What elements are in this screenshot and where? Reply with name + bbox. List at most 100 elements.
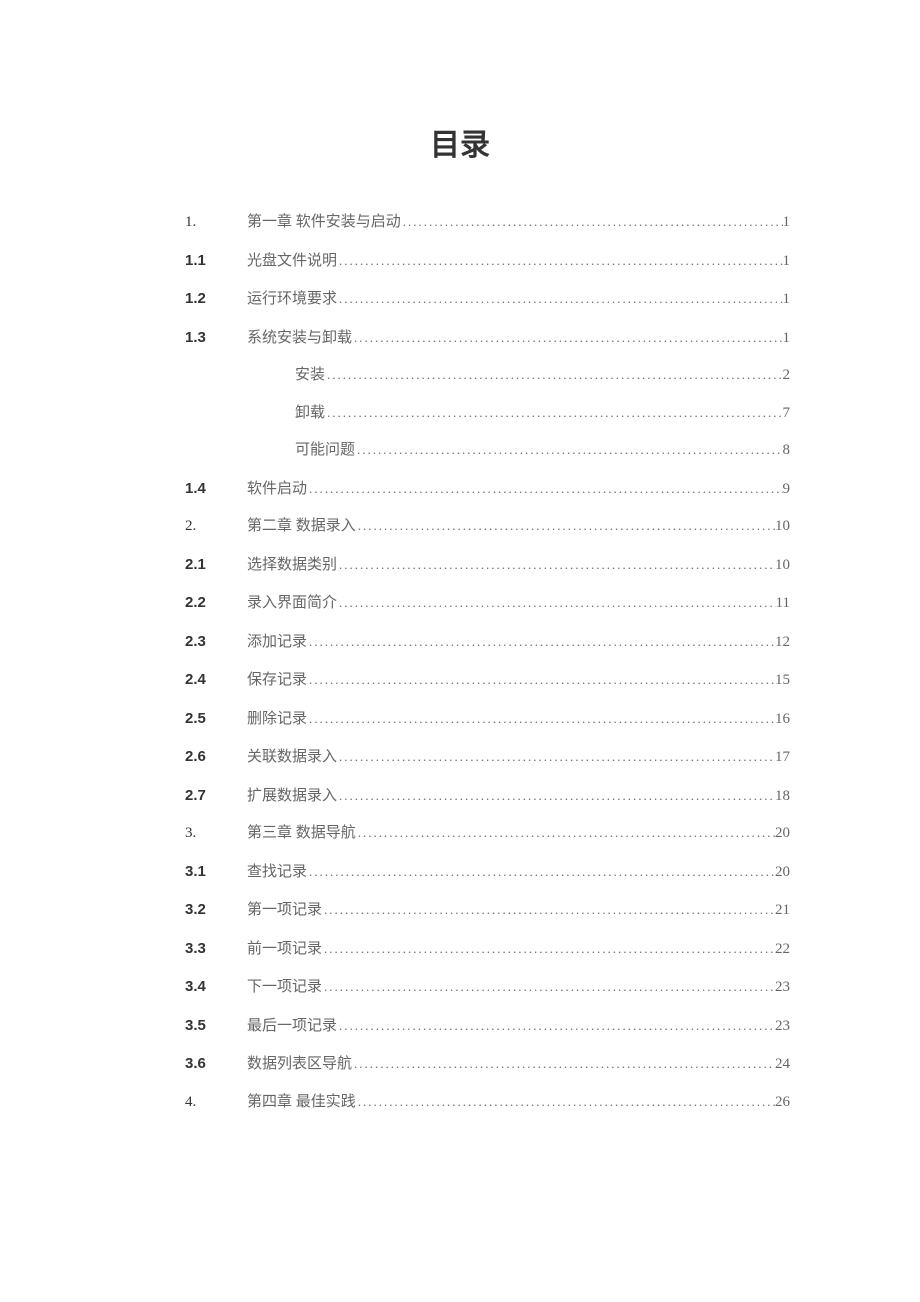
toc-label-wrap: 安装......................................… [247, 365, 790, 386]
toc-number: 2.7 [185, 785, 247, 806]
toc-entry: 2.4保存记录.................................… [185, 669, 790, 691]
toc-label-wrap: 可能问题....................................… [247, 440, 790, 461]
toc-label-wrap: 光盘文件说明..................................… [247, 251, 790, 272]
toc-number: 3.5 [185, 1015, 247, 1036]
toc-label-wrap: 第三章 数据导航................................… [247, 823, 790, 844]
toc-entry: 2.5删除记录.................................… [185, 708, 790, 730]
toc-dots: ........................................… [337, 594, 776, 612]
toc-label-wrap: 下一项记录...................................… [247, 977, 790, 998]
toc-dots: ........................................… [337, 787, 775, 805]
toc-label-wrap: 删除记录....................................… [247, 709, 790, 730]
toc-dots: ........................................… [352, 1055, 775, 1073]
toc-dots: ........................................… [307, 633, 775, 651]
toc-entry: 1.3系统安装与卸载..............................… [185, 327, 790, 349]
toc-dots: ........................................… [322, 901, 775, 919]
toc-page: 23 [775, 1016, 790, 1037]
toc-number: 3.6 [185, 1053, 247, 1074]
toc-dots: ........................................… [322, 978, 775, 996]
toc-label-wrap: 系统安装与卸载.................................… [247, 328, 790, 349]
toc-entry: 2.1选择数据类别...............................… [185, 554, 790, 576]
toc-dots: ........................................… [307, 671, 775, 689]
toc-dots: ........................................… [355, 441, 782, 459]
toc-label-wrap: 添加记录....................................… [247, 632, 790, 653]
toc-label: 第一章 软件安装与启动 [247, 212, 401, 233]
toc-label: 第四章 最佳实践 [247, 1092, 356, 1113]
toc-entry: 3.3前一项记录................................… [185, 938, 790, 960]
toc-label: 下一项记录 [247, 977, 322, 998]
toc-number: 3.1 [185, 861, 247, 882]
toc-label-wrap: 最后一项记录..................................… [247, 1016, 790, 1037]
toc-label: 数据列表区导航 [247, 1054, 352, 1075]
toc-label: 录入界面简介 [247, 593, 337, 614]
toc-page: 1 [783, 328, 791, 349]
toc-number: 1.2 [185, 288, 247, 309]
toc-page: 10 [775, 516, 790, 537]
toc-entry: 可能问题....................................… [185, 440, 790, 461]
toc-label-wrap: 软件启动....................................… [247, 479, 790, 500]
toc-label-wrap: 第一章 软件安装与启动.............................… [247, 212, 790, 233]
toc-label: 关联数据录入 [247, 747, 337, 768]
toc-page: 9 [783, 479, 791, 500]
toc-page: 8 [783, 440, 791, 461]
toc-label: 添加记录 [247, 632, 307, 653]
toc-page: 17 [775, 747, 790, 768]
toc-page: 23 [775, 977, 790, 998]
toc-label: 卸载 [247, 403, 325, 424]
toc-dots: ........................................… [325, 404, 782, 422]
toc-label-wrap: 关联数据录入..................................… [247, 747, 790, 768]
toc-dots: ........................................… [401, 213, 783, 231]
toc-page: 12 [775, 632, 790, 653]
toc-page: 20 [775, 823, 790, 844]
toc-label: 安装 [247, 365, 325, 386]
toc-dots: ........................................… [337, 1017, 775, 1035]
toc-entry: 1.第一章 软件安装与启动...........................… [185, 212, 790, 233]
toc-label: 扩展数据录入 [247, 786, 337, 807]
toc-label: 选择数据类别 [247, 555, 337, 576]
toc-number: 4. [185, 1092, 247, 1113]
toc-page: 21 [775, 900, 790, 921]
toc-entry: 安装......................................… [185, 365, 790, 386]
toc-number: 2. [185, 516, 247, 537]
toc-page: 11 [776, 593, 790, 614]
toc-label-wrap: 查找记录....................................… [247, 862, 790, 883]
toc-entry: 1.4软件启动.................................… [185, 478, 790, 500]
toc-entry: 3.5最后一项记录...............................… [185, 1015, 790, 1037]
toc-label: 查找记录 [247, 862, 307, 883]
toc-page: 1 [783, 289, 791, 310]
toc-label-wrap: 第一项记录...................................… [247, 900, 790, 921]
toc-dots: ........................................… [337, 556, 775, 574]
toc-page: 1 [783, 251, 791, 272]
toc-dots: ........................................… [356, 824, 775, 842]
toc-number: 2.4 [185, 669, 247, 690]
toc-entry: 2.第二章 数据录入..............................… [185, 516, 790, 537]
toc-label-wrap: 卸载......................................… [247, 403, 790, 424]
toc-entry: 3.第三章 数据导航..............................… [185, 823, 790, 844]
toc-label: 删除记录 [247, 709, 307, 730]
toc-dots: ........................................… [356, 517, 775, 535]
toc-number: 3. [185, 823, 247, 844]
toc-number: 2.3 [185, 631, 247, 652]
toc-dots: ........................................… [337, 290, 782, 308]
toc-label-wrap: 前一项记录...................................… [247, 939, 790, 960]
toc-number: 2.1 [185, 554, 247, 575]
toc-label: 系统安装与卸载 [247, 328, 352, 349]
toc-dots: ........................................… [325, 366, 782, 384]
toc-page: 7 [783, 403, 791, 424]
toc-label: 保存记录 [247, 670, 307, 691]
toc-entry: 2.6关联数据录入...............................… [185, 746, 790, 768]
toc-page: 1 [783, 212, 791, 233]
toc-dots: ........................................… [307, 480, 782, 498]
toc-label: 第一项记录 [247, 900, 322, 921]
toc-label: 前一项记录 [247, 939, 322, 960]
toc-label-wrap: 第四章 最佳实践................................… [247, 1092, 790, 1113]
toc-number: 1.4 [185, 478, 247, 499]
toc-number: 3.4 [185, 976, 247, 997]
toc-label-wrap: 录入界面简介..................................… [247, 593, 790, 614]
page-container: 目录 1.第一章 软件安装与启动........................… [0, 0, 920, 1113]
toc-page: 18 [775, 786, 790, 807]
toc-page: 26 [775, 1092, 790, 1113]
toc-number: 2.5 [185, 708, 247, 729]
toc-label: 第二章 数据录入 [247, 516, 356, 537]
toc-entry: 卸载......................................… [185, 403, 790, 424]
toc-label-wrap: 选择数据类别..................................… [247, 555, 790, 576]
